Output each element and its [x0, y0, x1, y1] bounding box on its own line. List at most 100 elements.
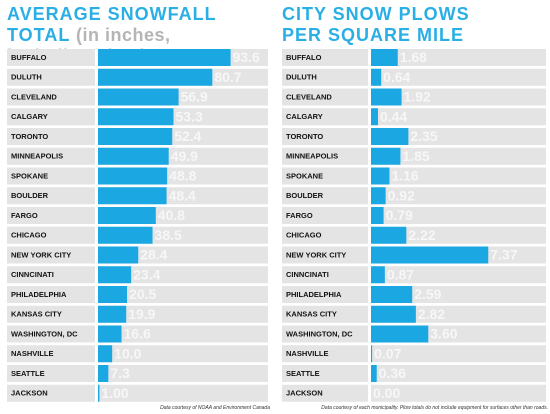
bar: [371, 128, 408, 145]
plows-panel: CITY SNOW PLOWS PER SQUARE MILE BUFFALO1…: [280, 0, 550, 414]
value-label: 2.22: [408, 227, 435, 243]
bar: [98, 385, 99, 402]
value-label: 0.00: [373, 385, 400, 401]
bar: [98, 306, 126, 323]
value-label: 53.3: [176, 108, 203, 124]
value-label: 1.16: [391, 168, 418, 184]
bar: [371, 306, 416, 323]
bar: [98, 345, 112, 362]
category-label: JACKSON: [286, 389, 323, 398]
value-label: 80.7: [214, 69, 241, 85]
category-label: WASHINGTON, DC: [11, 329, 78, 338]
bar: [98, 168, 167, 185]
bar: [98, 89, 179, 106]
category-label: DULUTH: [286, 73, 317, 82]
bar: [371, 89, 402, 106]
category-label: NEW YORK CITY: [11, 250, 71, 259]
value-label: 0.92: [388, 187, 415, 203]
bar: [371, 69, 381, 86]
bar: [98, 148, 169, 165]
value-label: 20.5: [129, 286, 156, 302]
category-label: MINNEAPOLIS: [11, 152, 63, 161]
category-label: TORONTO: [11, 132, 48, 141]
category-label: BUFFALO: [286, 53, 322, 62]
category-label: WASHINGTON, DC: [286, 329, 353, 338]
value-label: 1.85: [402, 148, 429, 164]
value-label: 1.92: [404, 89, 431, 105]
page: {"chart_data": [ {"type": "bar", "orient…: [0, 0, 550, 414]
bar: [98, 365, 108, 382]
value-label: 3.60: [430, 326, 457, 342]
bar-chart: BUFFALO93.6DULUTH80.7CLEVELAND56.9CALGAR…: [5, 0, 270, 414]
category-label: DULUTH: [11, 73, 42, 82]
value-label: 2.82: [418, 306, 445, 322]
category-label: KANSAS CITY: [286, 310, 337, 319]
value-label: 0.79: [386, 207, 413, 223]
source-note: Data courtesy of NOAA and Environment Ca…: [160, 405, 270, 411]
category-label: PHILADELPHIA: [11, 290, 67, 299]
bar: [98, 266, 131, 283]
value-label: 56.9: [181, 89, 208, 105]
bar: [371, 326, 428, 343]
value-label: 0.36: [379, 365, 406, 381]
value-label: 1.68: [400, 49, 427, 65]
bar: [98, 326, 122, 343]
category-label: NASHVILLE: [286, 349, 329, 358]
category-label: CLEVELAND: [286, 92, 332, 101]
bar: [98, 247, 138, 264]
category-label: SPOKANE: [286, 171, 323, 180]
value-label: 19.9: [128, 306, 155, 322]
category-label: PHILADELPHIA: [286, 290, 342, 299]
bar: [371, 207, 384, 224]
value-label: 0.44: [380, 108, 407, 124]
value-label: 2.35: [410, 128, 437, 144]
source-note: Data courtesy of each municipality. Plow…: [321, 405, 548, 411]
bar: [371, 108, 378, 125]
value-label: 16.6: [124, 326, 151, 342]
category-label: CALGARY: [11, 112, 48, 121]
snowfall-panel: AVERAGE SNOWFALL TOTAL (in inches, inclu…: [5, 0, 270, 414]
category-label: MINNEAPOLIS: [286, 152, 338, 161]
category-label: JACKSON: [11, 389, 48, 398]
category-label: NEW YORK CITY: [286, 250, 346, 259]
bar: [371, 286, 412, 303]
bar: [98, 49, 231, 66]
bar: [371, 247, 488, 264]
bar: [371, 227, 406, 244]
bar: [98, 187, 167, 204]
bar: [98, 69, 212, 86]
value-label: 0.64: [383, 69, 410, 85]
value-label: 7.3: [110, 365, 130, 381]
value-label: 7.37: [490, 247, 517, 263]
category-label: NASHVILLE: [11, 349, 54, 358]
value-label: 23.4: [133, 266, 160, 282]
value-label: 0.87: [387, 266, 414, 282]
category-label: CHICAGO: [286, 231, 322, 240]
value-label: 93.6: [233, 49, 260, 65]
value-label: 10.0: [114, 345, 141, 361]
bar: [371, 168, 389, 185]
value-label: 0.07: [374, 345, 401, 361]
bar: [371, 266, 385, 283]
value-label: 48.8: [169, 168, 196, 184]
bar: [371, 49, 398, 66]
bar: [98, 207, 156, 224]
category-label: KANSAS CITY: [11, 310, 62, 319]
value-label: 28.4: [140, 247, 167, 263]
value-label: 52.4: [174, 128, 201, 144]
category-label: CALGARY: [286, 112, 323, 121]
category-label: TORONTO: [286, 132, 323, 141]
bar: [98, 128, 172, 145]
category-label: BOULDER: [11, 191, 49, 200]
bar-chart: BUFFALO 1.68 DULUTH 0.64 CLEVELAND 1.92 CALGAR…: [280, 0, 550, 414]
bar: [371, 345, 372, 362]
category-label: SEATTLE: [11, 369, 45, 378]
category-label: CINNCINATI: [286, 270, 329, 279]
value-label: 48.4: [169, 187, 196, 203]
category-label: BOULDER: [286, 191, 324, 200]
category-label: FARGO: [286, 211, 313, 220]
bar: [371, 148, 400, 165]
category-label: CLEVELAND: [11, 92, 57, 101]
category-label: SEATTLE: [286, 369, 320, 378]
value-label: 2.59: [414, 286, 441, 302]
